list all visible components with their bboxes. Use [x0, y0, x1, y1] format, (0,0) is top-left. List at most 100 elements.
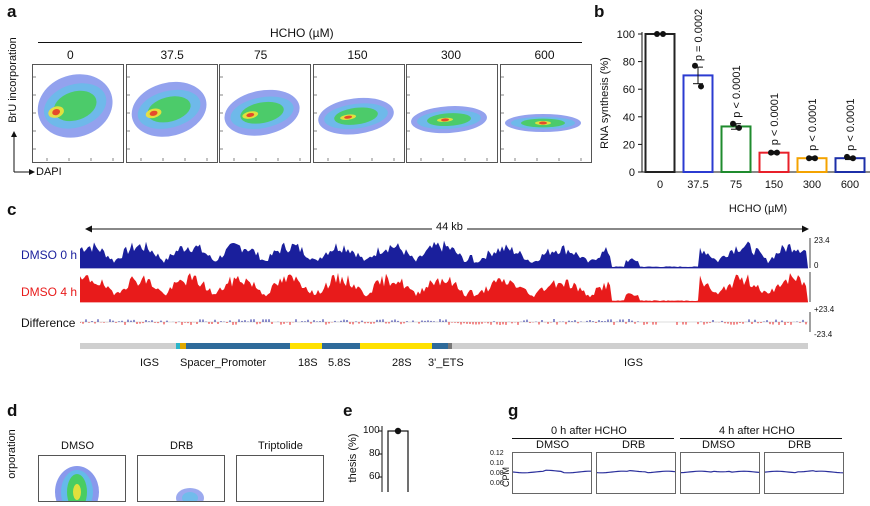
- panel-label-a: a: [7, 2, 17, 21]
- panel-e-tick-60: 60: [369, 471, 381, 482]
- g-profile-line: [512, 469, 591, 474]
- d-flow-cloud: [73, 484, 81, 500]
- span-label: 44 kb: [432, 221, 467, 233]
- b-x-tick-label: 150: [765, 179, 783, 191]
- track-dmso-4h: [80, 272, 808, 302]
- b-data-point: [806, 155, 812, 162]
- b-bar-300: [796, 157, 828, 173]
- panel-e-point: [394, 427, 402, 435]
- b-p-value: p < 0.0001: [731, 65, 743, 117]
- panel-label-b: b: [594, 2, 605, 21]
- b-data-point: [692, 62, 698, 69]
- rna-synthesis-bar-chart: 0 20 40 60 80 100 RNA synthesis (%) HCHO (µM) 0 3…: [599, 9, 870, 215]
- g-cond-0h-drb: DRB: [622, 439, 646, 451]
- g-profile-line: [596, 469, 676, 474]
- b-x-tick-label: 37.5: [687, 179, 708, 191]
- b-data-point: [774, 149, 780, 156]
- b-x-axis-label: HCHO (µM): [729, 203, 787, 215]
- track-label-dmso-4h: DMSO 4 h: [21, 285, 78, 299]
- panel-e-tick-100: 100: [363, 425, 380, 436]
- flow-plot-1: [125, 64, 218, 163]
- b-data-point: [812, 155, 818, 162]
- flow-plot-0: [32, 64, 124, 163]
- flow-plot-3: [312, 64, 405, 163]
- b-y-tick-label: 100: [617, 29, 635, 41]
- b-x-tick-label: 300: [803, 179, 821, 191]
- b-x-tick-label: 0: [657, 179, 663, 191]
- scale-top-diff: +23.4: [814, 305, 835, 314]
- flow-cloud-layer: [149, 110, 158, 116]
- b-y-tick-label: 40: [623, 112, 635, 124]
- panel-e-tick-80: 80: [369, 448, 381, 459]
- panel-label-g: g: [508, 401, 519, 420]
- coverage-tracks: [80, 238, 811, 332]
- annotation-igs-left: IGS: [140, 357, 159, 369]
- bru-axis-label: BrU incorporation: [7, 37, 19, 123]
- b-bar-600: [834, 157, 866, 173]
- track-dmso-0h: [80, 240, 808, 268]
- conc-label-5: 600: [534, 48, 555, 62]
- g-profile-line: [680, 470, 760, 474]
- b-p-value: p < 0.0001: [769, 93, 781, 145]
- b-bar-75: [720, 125, 752, 173]
- b-y-tick-label: 60: [623, 84, 635, 96]
- g-tick-0-08: 0.08: [490, 470, 504, 477]
- b-x-tick-label: 600: [841, 179, 859, 191]
- g-cond-4h-dmso: DMSO: [702, 439, 735, 451]
- flow-cloud-layer: [246, 112, 255, 118]
- scale-bottom-0h: 0: [814, 261, 819, 270]
- panel-e-chart: [378, 426, 409, 492]
- condition-dmso: DMSO: [61, 440, 94, 452]
- flow-plot-4: [406, 64, 498, 163]
- panel-d-y-axis: orporation: [6, 429, 18, 479]
- g-tick-0-10: 0.10: [490, 460, 504, 467]
- track-label-dmso-0h: DMSO 0 h: [21, 248, 78, 262]
- conc-label-0: 0: [67, 48, 74, 62]
- annotation-igs-right: IGS: [624, 357, 643, 369]
- flow-cloud-layer: [52, 108, 61, 116]
- b-p-value: p < 0.0001: [845, 99, 857, 151]
- annotation-18s: 18S: [298, 357, 318, 369]
- d-flow-plot-2: [236, 455, 324, 502]
- b-data-point: [844, 153, 850, 160]
- g-cond-4h-drb: DRB: [788, 439, 812, 451]
- b-data-point: [730, 120, 736, 127]
- hcho-treatment-label: HCHO (µM): [270, 26, 334, 40]
- b-data-point: [736, 124, 742, 131]
- b-bar-37.5: [682, 74, 714, 173]
- panel-label-e: e: [343, 401, 353, 420]
- b-p-value: p = 0.0002: [693, 9, 705, 61]
- b-y-tick-label: 0: [629, 167, 635, 179]
- b-y-tick-label: 80: [623, 57, 635, 69]
- dapi-axis-label: DAPI: [36, 166, 62, 178]
- d-flow-plot-0: [38, 455, 126, 506]
- conc-label-1: 37.5: [160, 48, 184, 62]
- scale-top-0h: 23.4: [814, 236, 830, 245]
- b-bar-0: [644, 33, 676, 173]
- panel-label-d: d: [7, 401, 18, 420]
- rdna-annotation-bar: [80, 343, 808, 349]
- g-cond-0h-dmso: DMSO: [536, 439, 569, 451]
- condition-triptolide: Triptolide: [258, 440, 303, 452]
- g-profile-1: [596, 452, 676, 494]
- panel-label-c: c: [7, 200, 17, 219]
- b-data-point: [660, 31, 666, 37]
- flow-plot-2: [219, 64, 311, 163]
- conc-label-2: 75: [254, 48, 268, 62]
- b-x-tick-label: 75: [730, 179, 742, 191]
- b-data-point: [698, 83, 704, 90]
- g-profile-line: [764, 470, 844, 474]
- b-data-point: [768, 149, 774, 156]
- group-4h-bracket: [680, 438, 842, 439]
- track-label-difference: Difference: [21, 316, 76, 330]
- g-tick-0-12: 0.12: [490, 450, 504, 457]
- b-y-axis-label: RNA synthesis (%): [599, 57, 611, 149]
- annotation-3-ets: 3'_ETS: [428, 357, 464, 369]
- g-profile-0: [512, 452, 592, 494]
- g-profile-2: [680, 452, 760, 494]
- g-profile-3: [764, 452, 844, 494]
- group-0h-title: 0 h after HCHO: [551, 425, 627, 437]
- annotation-spacer-promoter: Spacer_Promoter: [180, 357, 267, 369]
- flow-cloud-layer: [538, 121, 547, 125]
- condition-drb: DRB: [170, 440, 194, 452]
